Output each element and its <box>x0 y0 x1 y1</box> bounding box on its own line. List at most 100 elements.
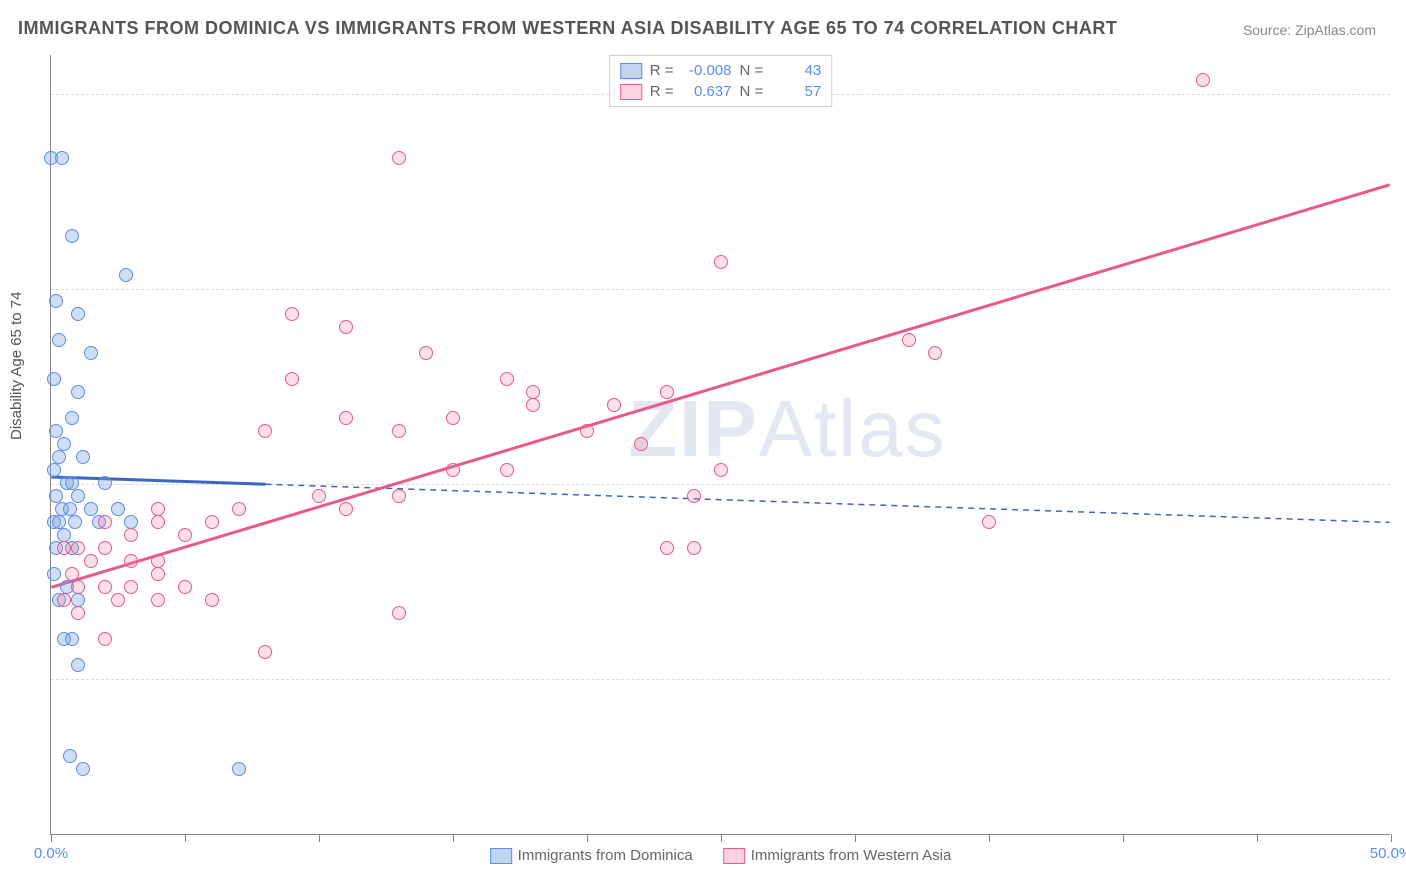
legend-row: R = -0.008 N = 43 <box>620 60 822 81</box>
data-point <box>76 450 90 464</box>
data-point <box>71 489 85 503</box>
xtick <box>587 834 588 842</box>
data-point <box>98 632 112 646</box>
data-point <box>500 372 514 386</box>
data-point <box>71 580 85 594</box>
data-point <box>65 567 79 581</box>
data-point <box>65 476 79 490</box>
data-point <box>151 554 165 568</box>
data-point <box>258 424 272 438</box>
legend-item: Immigrants from Western Asia <box>723 847 952 864</box>
data-point <box>687 541 701 555</box>
data-point <box>419 346 433 360</box>
data-point <box>392 489 406 503</box>
series-name: Immigrants from Western Asia <box>751 847 952 864</box>
xtick <box>855 834 856 842</box>
data-point <box>928 346 942 360</box>
data-point <box>258 645 272 659</box>
data-point <box>57 437 71 451</box>
trend-lines <box>51 55 1390 834</box>
series-name: Immigrants from Dominica <box>518 847 693 864</box>
legend-row: R = 0.637 N = 57 <box>620 81 822 102</box>
data-point <box>714 463 728 477</box>
data-point <box>63 502 77 516</box>
xtick <box>989 834 990 842</box>
data-point <box>119 268 133 282</box>
data-point <box>57 593 71 607</box>
data-point <box>49 424 63 438</box>
swatch-pink <box>620 84 642 100</box>
gridline <box>51 289 1390 290</box>
data-point <box>580 424 594 438</box>
xtick <box>319 834 320 842</box>
data-point <box>98 476 112 490</box>
n-value: 43 <box>771 62 821 79</box>
r-value: -0.008 <box>682 62 732 79</box>
xtick <box>1123 834 1124 842</box>
data-point <box>84 346 98 360</box>
data-point <box>49 294 63 308</box>
source-label: Source: ZipAtlas.com <box>1243 22 1376 38</box>
data-point <box>65 411 79 425</box>
data-point <box>392 606 406 620</box>
data-point <box>339 320 353 334</box>
chart-title: IMMIGRANTS FROM DOMINICA VS IMMIGRANTS F… <box>18 18 1117 39</box>
data-point <box>902 333 916 347</box>
data-point <box>47 372 61 386</box>
swatch-blue <box>490 848 512 864</box>
xtick <box>453 834 454 842</box>
data-point <box>392 424 406 438</box>
plot-area: ZIPAtlas 15.0%30.0%45.0%60.0% 0.0%50.0% … <box>50 55 1390 835</box>
data-point <box>98 515 112 529</box>
data-point <box>47 463 61 477</box>
data-point <box>68 515 82 529</box>
gridline <box>51 679 1390 680</box>
data-point <box>339 411 353 425</box>
ytick-label: 45.0% <box>1395 281 1406 298</box>
data-point <box>151 515 165 529</box>
ytick-label: 15.0% <box>1395 671 1406 688</box>
data-point <box>71 606 85 620</box>
data-point <box>84 502 98 516</box>
data-point <box>57 541 71 555</box>
n-label: N = <box>740 83 764 100</box>
data-point <box>65 632 79 646</box>
data-point <box>111 593 125 607</box>
watermark: ZIPAtlas <box>628 383 946 475</box>
data-point <box>49 489 63 503</box>
data-point <box>47 567 61 581</box>
data-point <box>285 307 299 321</box>
data-point <box>76 762 90 776</box>
data-point <box>285 372 299 386</box>
data-point <box>84 554 98 568</box>
data-point <box>178 580 192 594</box>
data-point <box>1196 73 1210 87</box>
data-point <box>392 151 406 165</box>
ytick-label: 30.0% <box>1395 476 1406 493</box>
xtick <box>1391 834 1392 842</box>
data-point <box>111 502 125 516</box>
y-axis-label: Disability Age 65 to 74 <box>8 292 25 440</box>
watermark-part: Atlas <box>759 384 947 473</box>
gridline <box>51 484 1390 485</box>
data-point <box>57 528 71 542</box>
data-point <box>500 463 514 477</box>
xtick <box>721 834 722 842</box>
data-point <box>178 528 192 542</box>
data-point <box>71 593 85 607</box>
r-label: R = <box>650 83 674 100</box>
swatch-pink <box>723 848 745 864</box>
legend-series: Immigrants from Dominica Immigrants from… <box>490 847 952 864</box>
data-point <box>124 528 138 542</box>
n-value: 57 <box>771 83 821 100</box>
data-point <box>151 593 165 607</box>
xtick-label: 0.0% <box>34 845 68 862</box>
data-point <box>98 541 112 555</box>
data-point <box>52 333 66 347</box>
data-point <box>52 450 66 464</box>
watermark-part: ZIP <box>628 384 758 473</box>
data-point <box>71 541 85 555</box>
data-point <box>55 151 69 165</box>
xtick <box>51 834 52 842</box>
data-point <box>151 502 165 516</box>
